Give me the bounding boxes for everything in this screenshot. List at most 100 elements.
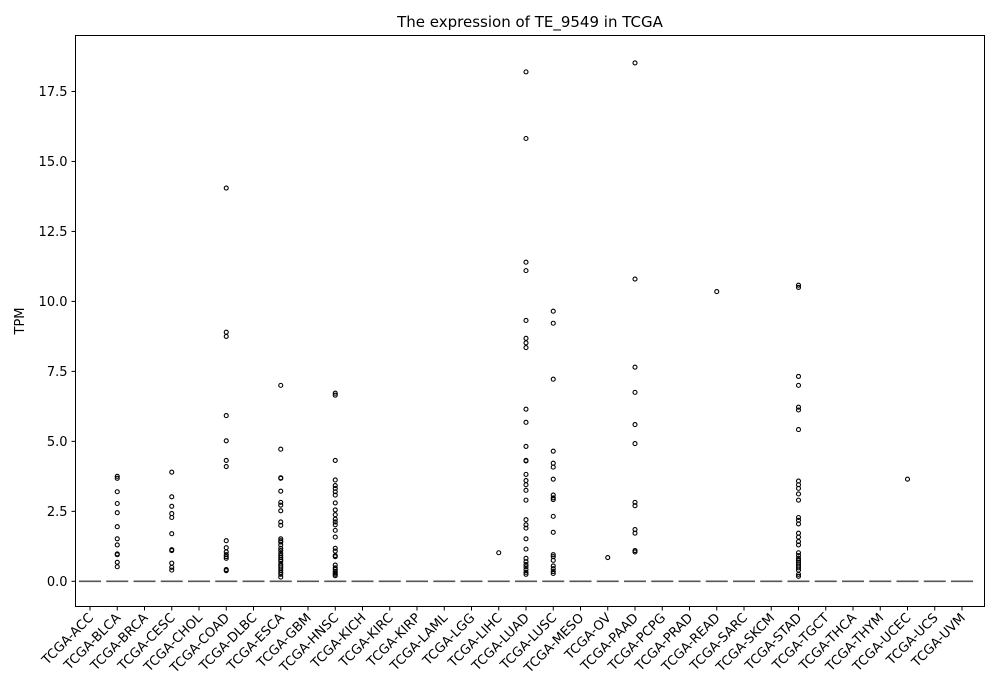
outlier-point <box>332 516 338 522</box>
outlier-point <box>523 458 529 464</box>
outlier-point <box>169 547 175 554</box>
outlier-point <box>223 555 229 561</box>
outlier-point <box>550 566 556 572</box>
outlier-point <box>114 552 120 558</box>
outlier-point <box>278 547 284 554</box>
outlier-point <box>114 542 120 548</box>
outlier-point <box>169 560 175 566</box>
outlier-point <box>523 340 529 346</box>
outlier-point <box>223 333 229 339</box>
outlier-point <box>223 185 229 191</box>
outlier-point <box>114 489 120 495</box>
outlier-point <box>278 508 284 514</box>
outlier-point <box>169 503 175 509</box>
outlier-point <box>632 364 638 370</box>
outlier-point <box>523 561 529 568</box>
outlier-point <box>278 499 284 505</box>
outlier-point <box>278 545 284 551</box>
outlier-point <box>332 489 338 495</box>
outlier-point <box>605 554 611 561</box>
outlier-point <box>795 497 802 503</box>
outlier-point <box>523 567 529 573</box>
outlier-point <box>332 534 338 540</box>
y-tick-label: 15.0 <box>39 155 68 170</box>
outlier-point <box>795 407 802 413</box>
outlier-point <box>223 538 229 544</box>
outlier-point <box>278 542 284 548</box>
outlier-point <box>550 476 556 482</box>
outlier-point <box>169 514 175 521</box>
y-axis-label: TPM <box>13 308 28 336</box>
outlier-point <box>332 485 338 491</box>
y-tick-label: 12.5 <box>39 225 68 240</box>
outlier-point <box>550 570 556 577</box>
outlier-point <box>550 563 556 569</box>
outlier-point <box>523 569 529 575</box>
y-tick-label: 0.0 <box>47 575 68 590</box>
outlier-point <box>278 574 284 580</box>
outlier-point <box>795 284 802 290</box>
outlier-point <box>632 503 638 509</box>
outlier-point <box>332 573 338 579</box>
outlier-point <box>523 497 529 503</box>
outlier-point <box>223 329 229 335</box>
outlier-point <box>550 320 556 326</box>
outlier-point <box>496 550 502 556</box>
outlier-point <box>523 406 529 412</box>
outlier-point <box>332 457 338 463</box>
outlier-point <box>795 382 802 388</box>
outlier-point <box>523 443 529 449</box>
outlier-point <box>795 282 802 288</box>
outlier-point <box>114 536 120 542</box>
outlier-point <box>550 464 556 470</box>
outlier-point <box>332 483 338 489</box>
outlier-point <box>523 345 529 351</box>
outlier-point <box>523 522 529 528</box>
outlier-point <box>550 529 556 535</box>
outlier-point <box>550 495 556 501</box>
y-tick-label: 2.5 <box>47 505 68 520</box>
plot-area: 0.02.55.07.510.012.515.017.5TCGA-ACCTCGA… <box>39 60 973 677</box>
outlier-point <box>632 499 638 505</box>
outlier-point <box>169 564 175 570</box>
outlier-point <box>114 559 120 565</box>
outlier-point <box>714 289 720 295</box>
outlier-point <box>632 389 638 395</box>
outlier-point <box>795 565 802 571</box>
outlier-point <box>795 514 802 521</box>
outlier-point <box>632 441 638 447</box>
outlier-point <box>278 488 284 494</box>
outlier-point <box>795 491 802 497</box>
outlier-point <box>632 276 638 282</box>
outlier-point <box>114 564 120 570</box>
outlier-point <box>278 558 284 564</box>
outlier-point <box>332 390 338 396</box>
outlier-point <box>223 438 229 444</box>
outlier-point <box>795 571 802 577</box>
outlier-point <box>332 548 338 554</box>
outlier-point <box>523 517 529 523</box>
outlier-point <box>523 487 529 493</box>
outlier-point <box>169 531 175 537</box>
outlier-point <box>114 500 120 507</box>
outlier-point <box>223 554 229 560</box>
outlier-point <box>278 519 284 525</box>
outlier-point <box>523 419 529 425</box>
outlier-point <box>632 422 638 428</box>
outlier-point <box>223 413 229 419</box>
outlier-point <box>278 571 284 577</box>
outlier-point <box>278 502 284 508</box>
outlier-point <box>632 60 638 66</box>
outlier-point <box>278 522 284 528</box>
outlier-point <box>169 494 175 500</box>
outlier-point <box>795 427 802 433</box>
outlier-point <box>223 457 229 463</box>
outlier-point <box>169 469 175 475</box>
outlier-point <box>332 554 338 560</box>
outlier-point <box>523 482 529 488</box>
outlier-point <box>523 564 529 570</box>
outlier-point <box>795 553 802 559</box>
outlier-point <box>114 473 120 479</box>
outlier-point <box>523 259 529 265</box>
outlier-point <box>795 521 802 527</box>
